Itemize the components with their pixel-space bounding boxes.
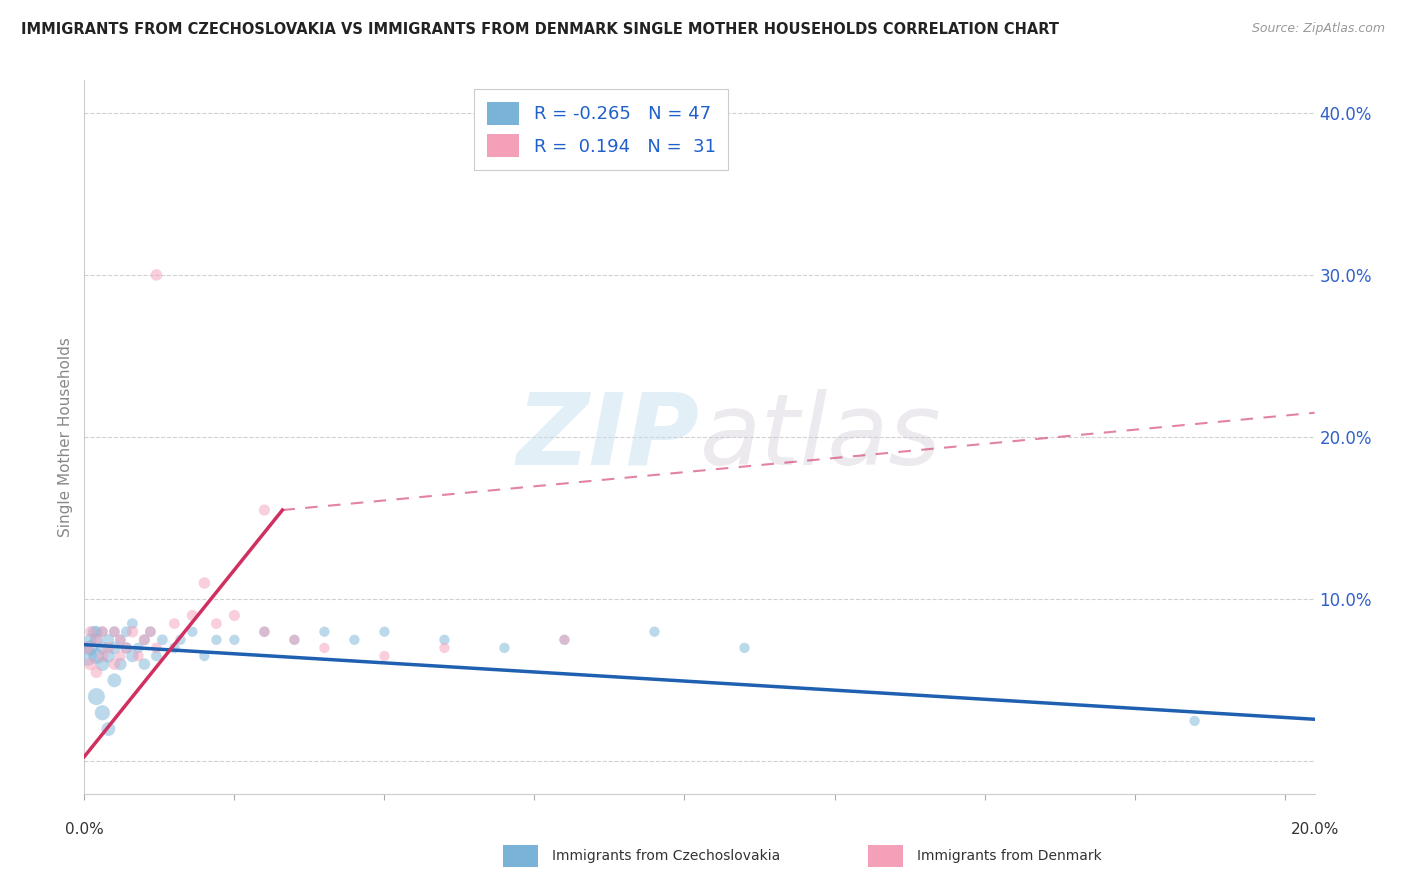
Point — [139, 624, 162, 639]
Point — [97, 640, 120, 655]
Point — [110, 632, 132, 647]
Point — [139, 624, 162, 639]
Point — [253, 624, 276, 639]
Point — [734, 640, 756, 655]
Point — [553, 632, 575, 647]
Point — [91, 706, 114, 720]
Point — [193, 576, 215, 591]
Point — [163, 616, 186, 631]
Point — [343, 632, 366, 647]
Point — [433, 632, 456, 647]
Point — [91, 648, 114, 663]
Point — [224, 632, 246, 647]
Point — [145, 640, 167, 655]
Text: ZIP: ZIP — [516, 389, 700, 485]
Point — [494, 640, 516, 655]
Text: IMMIGRANTS FROM CZECHOSLOVAKIA VS IMMIGRANTS FROM DENMARK SINGLE MOTHER HOUSEHOL: IMMIGRANTS FROM CZECHOSLOVAKIA VS IMMIGR… — [21, 22, 1059, 37]
Point — [553, 632, 575, 647]
Point — [86, 690, 108, 704]
Point — [103, 657, 125, 672]
Point — [253, 503, 276, 517]
Y-axis label: Single Mother Households: Single Mother Households — [58, 337, 73, 537]
Point — [150, 632, 173, 647]
Point — [643, 624, 665, 639]
Point — [79, 632, 101, 647]
Point — [373, 624, 395, 639]
Point — [121, 624, 143, 639]
Point — [121, 648, 143, 663]
Point — [115, 640, 138, 655]
Point — [283, 632, 305, 647]
Point — [91, 657, 114, 672]
Point — [103, 673, 125, 688]
Point — [79, 640, 101, 655]
Legend: R = -0.265   N = 47, R =  0.194   N =  31: R = -0.265 N = 47, R = 0.194 N = 31 — [474, 89, 728, 170]
Point — [205, 616, 228, 631]
Point — [224, 608, 246, 623]
Point — [145, 268, 167, 282]
Point — [181, 608, 204, 623]
Bar — [503, 845, 538, 867]
Point — [86, 632, 108, 647]
Text: Immigrants from Czechoslovakia: Immigrants from Czechoslovakia — [553, 849, 780, 863]
Point — [1184, 714, 1206, 728]
Point — [433, 640, 456, 655]
Point — [110, 632, 132, 647]
Point — [110, 648, 132, 663]
Point — [115, 640, 138, 655]
Point — [253, 624, 276, 639]
Point — [76, 648, 98, 663]
Point — [97, 648, 120, 663]
Point — [86, 665, 108, 680]
Point — [145, 648, 167, 663]
Point — [91, 624, 114, 639]
Text: 0.0%: 0.0% — [65, 822, 104, 837]
Point — [127, 648, 149, 663]
Point — [79, 657, 101, 672]
Point — [314, 640, 336, 655]
Point — [97, 632, 120, 647]
Point — [134, 657, 156, 672]
Point — [181, 624, 204, 639]
Point — [103, 624, 125, 639]
Text: Source: ZipAtlas.com: Source: ZipAtlas.com — [1251, 22, 1385, 36]
Point — [82, 624, 104, 639]
Point — [121, 616, 143, 631]
Point — [134, 632, 156, 647]
Text: 20.0%: 20.0% — [1291, 822, 1339, 837]
Point — [91, 624, 114, 639]
Point — [314, 624, 336, 639]
Point — [79, 624, 101, 639]
Point — [163, 640, 186, 655]
Point — [115, 624, 138, 639]
Point — [86, 632, 108, 647]
Point — [169, 632, 191, 647]
Point — [91, 640, 114, 655]
Point — [205, 632, 228, 647]
Text: Immigrants from Denmark: Immigrants from Denmark — [918, 849, 1102, 863]
Bar — [869, 845, 904, 867]
Point — [134, 632, 156, 647]
Point — [86, 624, 108, 639]
Point — [103, 640, 125, 655]
Point — [76, 640, 98, 655]
Text: atlas: atlas — [700, 389, 941, 485]
Point — [283, 632, 305, 647]
Point — [110, 657, 132, 672]
Point — [103, 624, 125, 639]
Point — [373, 648, 395, 663]
Point — [97, 722, 120, 736]
Point — [86, 648, 108, 663]
Point — [193, 648, 215, 663]
Point — [127, 640, 149, 655]
